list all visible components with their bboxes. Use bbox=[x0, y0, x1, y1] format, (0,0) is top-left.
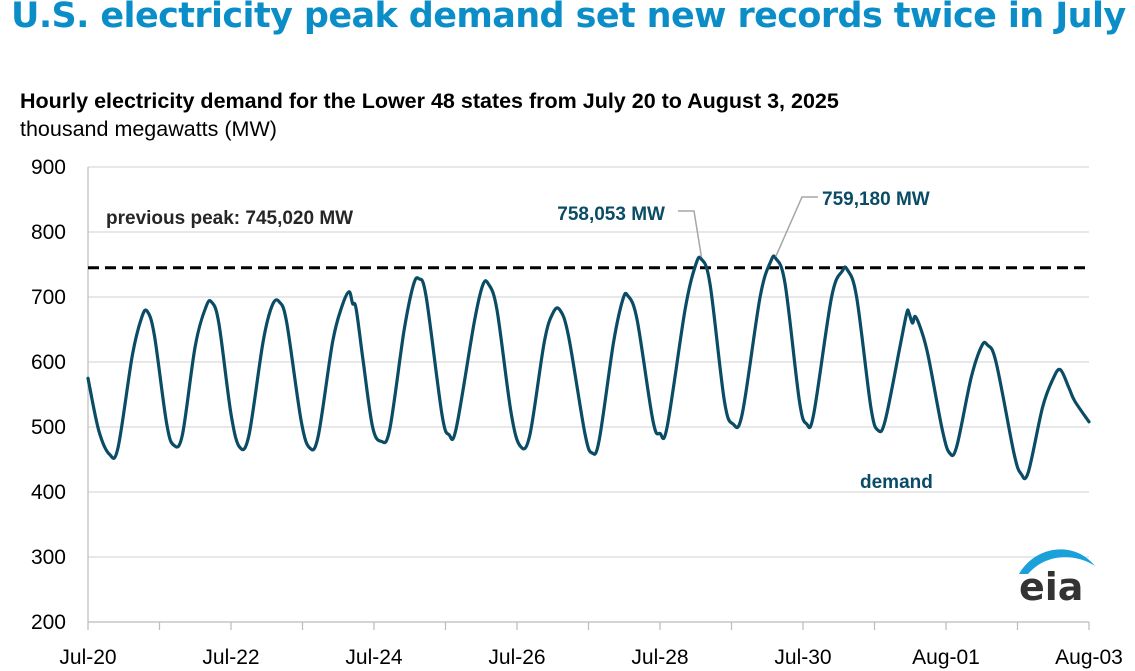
y-tick-label: 300 bbox=[31, 546, 66, 569]
demand-series-line bbox=[86, 254, 1091, 481]
peak-callout-leader bbox=[775, 196, 818, 257]
x-tick-label: Jul-30 bbox=[774, 646, 831, 669]
chart-subtitle: Hourly electricity demand for the Lower … bbox=[20, 89, 839, 113]
peak-annotation-label: 759,180 MW bbox=[822, 189, 930, 210]
y-tick-label: 200 bbox=[31, 611, 66, 634]
y-tick-label: 400 bbox=[31, 481, 66, 504]
y-tick-label: 800 bbox=[31, 221, 66, 244]
y-axis: 200 300 400 500 600 700 800 900 bbox=[31, 156, 89, 634]
gridlines bbox=[88, 166, 1089, 623]
y-tick-label: 900 bbox=[31, 156, 66, 179]
y-tick-label: 600 bbox=[31, 351, 66, 374]
page-title: U.S. electricity peak demand set new rec… bbox=[11, 0, 1126, 36]
x-tick-label: Jul-24 bbox=[345, 646, 403, 669]
eia-logo-arc-icon bbox=[1019, 549, 1095, 574]
previous-peak-label: previous peak: 745,020 MW bbox=[106, 208, 353, 229]
eia-logo: eia bbox=[1019, 549, 1095, 609]
x-tick-label: Jul-22 bbox=[202, 646, 259, 669]
x-tick-label: Jul-20 bbox=[59, 646, 116, 669]
x-tick-label: Aug-03 bbox=[1055, 646, 1123, 669]
y-tick-label: 500 bbox=[31, 416, 66, 439]
x-tick-label: Aug-01 bbox=[912, 646, 980, 669]
x-tick-label: Jul-26 bbox=[488, 646, 545, 669]
y-axis-units-label: thousand megawatts (MW) bbox=[20, 117, 277, 141]
x-tick-label: Jul-28 bbox=[631, 646, 688, 669]
y-tick-label: 700 bbox=[31, 286, 66, 309]
demand-series-label: demand bbox=[860, 472, 933, 493]
peak-callout-leader bbox=[678, 210, 703, 258]
peak-annotation-label: 758,053 MW bbox=[557, 204, 665, 225]
annotations: 758,053 MW 759,180 MW bbox=[557, 189, 930, 258]
x-axis: Jul-20 Jul-22 Jul-24 Jul-26 Jul-28 Jul-30 Aug-… bbox=[59, 621, 1123, 669]
eia-logo-text: eia bbox=[1019, 565, 1083, 609]
